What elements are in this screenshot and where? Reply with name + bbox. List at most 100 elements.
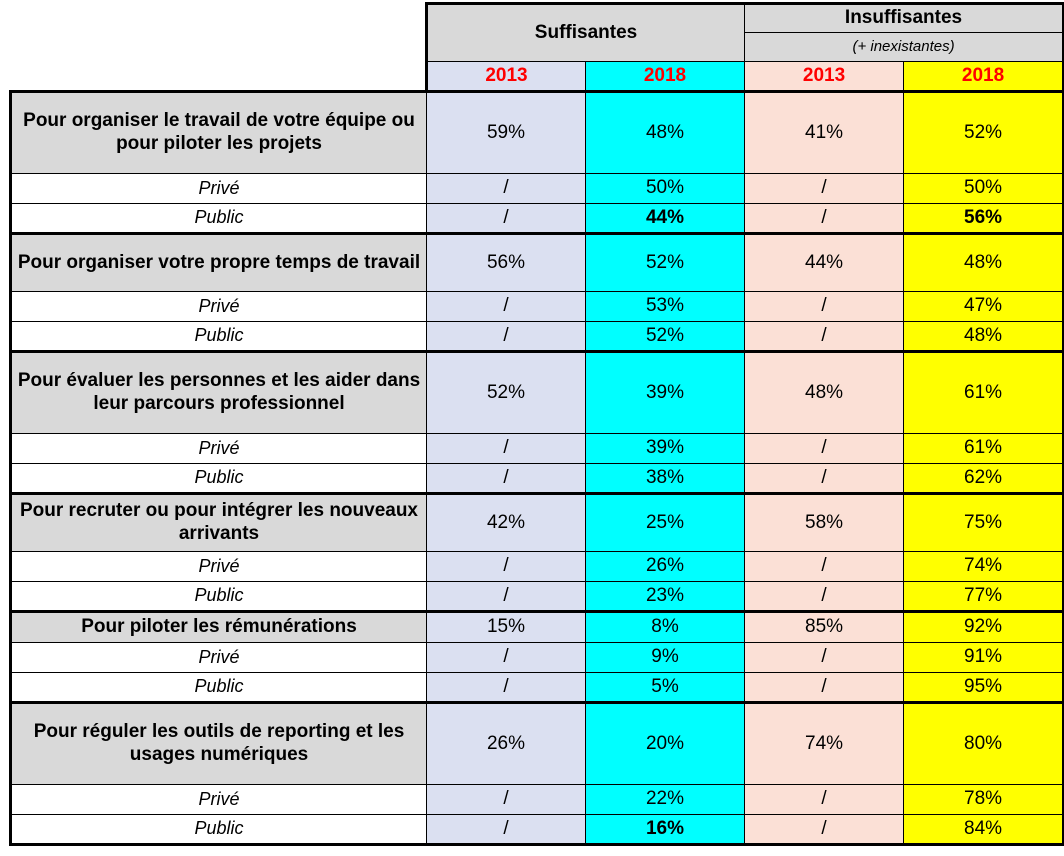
table-subrow: Public/5%/95%: [9, 672, 1064, 703]
value-cell: /: [426, 581, 586, 612]
value-cell: /: [426, 814, 586, 846]
table-row: Pour piloter les rémunérations 15% 8% 85% 92…: [9, 610, 1064, 643]
year-header: 2018: [903, 61, 1064, 92]
subgroup-label: Public: [9, 581, 427, 612]
value-cell: 22%: [584, 784, 746, 815]
value-cell: 62%: [903, 463, 1064, 494]
value-cell: 56%: [903, 203, 1064, 234]
value-cell: 5%: [584, 672, 746, 703]
question-label: Pour réguler les outils de reporting et …: [9, 701, 427, 785]
value-cell: /: [426, 784, 586, 815]
year-header: 2018: [584, 61, 746, 92]
value-cell: 38%: [584, 463, 746, 494]
table-subrow: Public/23%/77%: [9, 581, 1064, 612]
value-cell: /: [426, 672, 586, 703]
year-header: 2013: [744, 61, 905, 92]
value-cell: 61%: [903, 350, 1064, 434]
value-cell: 23%: [584, 581, 746, 612]
corner-blank-2: [10, 61, 427, 92]
value-cell: /: [426, 551, 586, 582]
value-cell: /: [744, 203, 905, 234]
value-cell: 59%: [426, 90, 586, 174]
value-cell: 85%: [744, 610, 905, 643]
value-cell: 44%: [744, 232, 905, 292]
subgroup-label: Public: [9, 672, 427, 703]
value-cell: 26%: [584, 551, 746, 582]
value-cell: 52%: [903, 90, 1064, 174]
question-label: Pour recruter ou pour intégrer les nouve…: [9, 492, 427, 552]
value-cell: 8%: [584, 610, 746, 643]
value-cell: /: [426, 642, 586, 673]
table-subrow: Privé/26%/74%: [9, 551, 1064, 582]
value-cell: 50%: [903, 173, 1064, 204]
value-cell: 25%: [584, 492, 746, 552]
value-cell: /: [426, 173, 586, 204]
value-cell: 50%: [584, 173, 746, 204]
table-row: Pour recruter ou pour intégrer les nouve…: [9, 492, 1064, 552]
table-row: Pour organiser votre propre temps de tra…: [9, 232, 1064, 292]
value-cell: 48%: [744, 350, 905, 434]
value-cell: 20%: [584, 701, 746, 785]
question-label: Pour organiser le travail de votre équip…: [9, 90, 427, 174]
value-cell: 48%: [903, 321, 1064, 352]
value-cell: 95%: [903, 672, 1064, 703]
table-subrow: Public/44%/56%: [9, 203, 1064, 234]
subgroup-label: Public: [9, 814, 427, 846]
value-cell: 26%: [426, 701, 586, 785]
value-cell: /: [744, 642, 905, 673]
value-cell: 44%: [584, 203, 746, 234]
question-label: Pour piloter les rémunérations: [9, 610, 427, 643]
value-cell: 58%: [744, 492, 905, 552]
value-cell: 39%: [584, 433, 746, 464]
value-cell: /: [744, 784, 905, 815]
value-cell: 52%: [426, 350, 586, 434]
subgroup-label: Privé: [9, 551, 427, 582]
subgroup-label: Public: [9, 321, 427, 352]
header-insuffisantes-note: (+ inexistantes): [744, 32, 1064, 62]
value-cell: /: [744, 551, 905, 582]
table-subrow: Privé/39%/61%: [9, 433, 1064, 464]
value-cell: /: [744, 672, 905, 703]
value-cell: 52%: [584, 232, 746, 292]
value-cell: /: [426, 291, 586, 322]
value-cell: 53%: [584, 291, 746, 322]
value-cell: 41%: [744, 90, 905, 174]
table-subrow: Public/38%/62%: [9, 463, 1064, 494]
subgroup-label: Public: [9, 463, 427, 494]
subgroup-label: Privé: [9, 784, 427, 815]
subgroup-label: Privé: [9, 173, 427, 204]
value-cell: 52%: [584, 321, 746, 352]
value-cell: /: [744, 581, 905, 612]
table-subrow: Privé/50%/50%: [9, 173, 1064, 204]
value-cell: 75%: [903, 492, 1064, 552]
value-cell: 42%: [426, 492, 586, 552]
value-cell: /: [426, 203, 586, 234]
value-cell: 74%: [744, 701, 905, 785]
value-cell: 15%: [426, 610, 586, 643]
value-cell: 16%: [584, 814, 746, 846]
table-subrow: Privé/22%/78%: [9, 784, 1064, 815]
value-cell: /: [426, 433, 586, 464]
table-subrow: Privé/9%/91%: [9, 642, 1064, 673]
header-suffisantes: Suffisantes: [424, 2, 746, 62]
value-cell: /: [744, 173, 905, 204]
value-cell: 91%: [903, 642, 1064, 673]
corner-blank: [10, 3, 427, 62]
value-cell: 77%: [903, 581, 1064, 612]
table-body: Pour organiser le travail de votre équip…: [9, 90, 1064, 846]
table-row: Pour réguler les outils de reporting et …: [9, 701, 1064, 785]
value-cell: 9%: [584, 642, 746, 673]
value-cell: /: [744, 814, 905, 846]
header-insuffisantes: Insuffisantes: [744, 2, 1064, 33]
value-cell: 48%: [903, 232, 1064, 292]
table-subrow: Privé/53%/47%: [9, 291, 1064, 322]
subgroup-label: Privé: [9, 433, 427, 464]
value-cell: /: [744, 433, 905, 464]
value-cell: /: [426, 463, 586, 494]
subgroup-label: Privé: [9, 291, 427, 322]
year-header: 2013: [425, 61, 586, 92]
value-cell: 56%: [426, 232, 586, 292]
value-cell: 74%: [903, 551, 1064, 582]
value-cell: /: [744, 463, 905, 494]
question-label: Pour évaluer les personnes et les aider …: [9, 350, 427, 434]
